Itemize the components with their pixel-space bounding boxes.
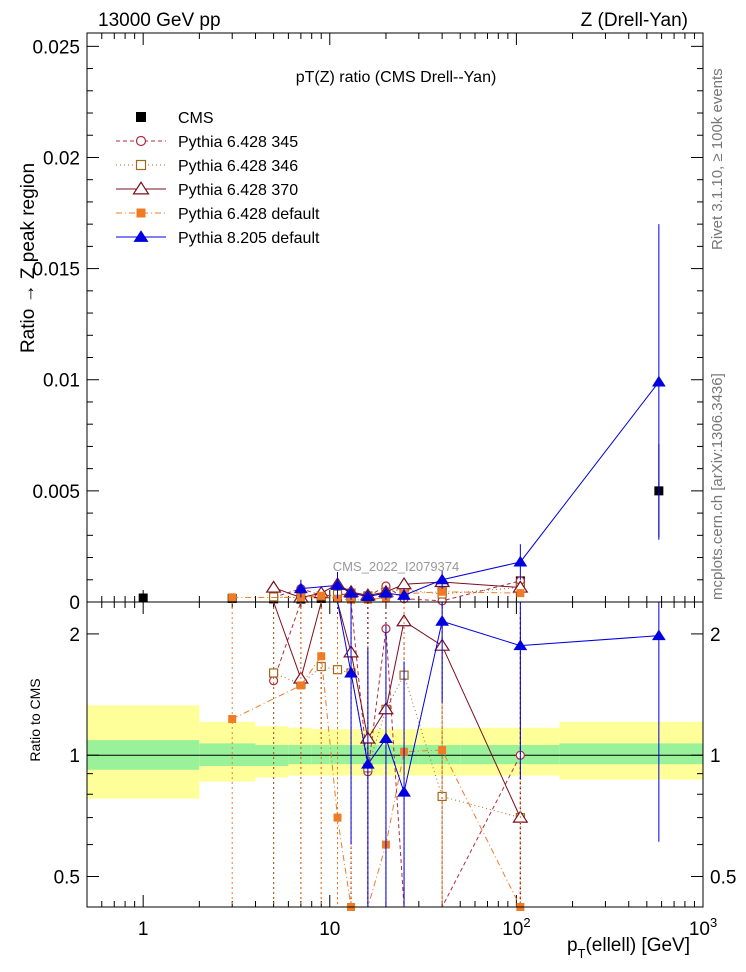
data-point	[330, 579, 345, 590]
legend-label: Pythia 6.428 345	[178, 134, 298, 151]
ratio-panel-frame	[86, 601, 704, 908]
ratio-point	[379, 732, 393, 744]
top-y-tick-label: 0.025	[32, 37, 80, 58]
chart-title: pT(Z) ratio (CMS Drell--Yan)	[296, 69, 497, 86]
legend-label: Pythia 8.205 default	[178, 230, 320, 247]
legend-marker	[136, 208, 146, 218]
data-point	[435, 573, 450, 585]
band-inner	[311, 745, 330, 765]
band-inner	[199, 743, 256, 767]
legend-entry: Pythia 8.205 default	[116, 230, 320, 247]
ratio-y-tick-label: 0.5	[54, 867, 80, 888]
legend-entry: Pythia 6.428 default	[116, 206, 320, 223]
mcplots-label: mcplots.cern.ch [arXiv:1306.3436]	[709, 373, 726, 600]
data-point	[396, 576, 413, 590]
legend-marker	[135, 159, 147, 171]
ratio-y-tick-label: 1	[69, 746, 80, 767]
data-point	[265, 580, 282, 593]
x-tick-label: 102	[502, 915, 530, 940]
series-2	[269, 582, 525, 603]
series-line	[273, 581, 521, 599]
band-inner	[329, 745, 345, 765]
ratio-y-tick-label-right: 1	[710, 746, 721, 767]
ratio-point	[296, 681, 305, 690]
ratio-y-tick-label-right: 2	[710, 625, 721, 646]
legend-marker	[133, 230, 149, 242]
band-inner	[418, 745, 461, 765]
series-0	[138, 444, 664, 604]
ratio-y-axis-label: Ratio to CMS	[27, 678, 43, 761]
data-point	[317, 591, 326, 600]
ratio-y-tick-label-right: 0.5	[710, 867, 736, 888]
data-point	[360, 590, 375, 601]
data-point	[513, 555, 528, 567]
ratio-line	[231, 654, 521, 908]
top-y-tick-label: 0.015	[32, 260, 80, 281]
legend-marker	[135, 135, 147, 147]
band-inner	[460, 745, 560, 765]
x-axis-label: pT(ellell) [GeV]	[567, 935, 690, 961]
x-tick-label: 103	[689, 915, 717, 940]
data-point	[516, 589, 525, 598]
ratio-point	[269, 668, 279, 678]
legend-entry: Pythia 6.428 370	[116, 181, 298, 199]
ratio-line	[273, 601, 521, 818]
legend: CMS Pythia 6.428 345 Pythia 6.428 346 Pythi…	[116, 110, 320, 247]
data-point	[294, 582, 308, 594]
ratio-point	[651, 629, 666, 641]
header-energy: 13000 GeV pp	[98, 10, 221, 31]
header-process: Z (Drell-Yan)	[581, 10, 688, 31]
top-y-tick-label: 0.02	[43, 148, 80, 169]
ratio-series-5	[300, 601, 666, 907]
ratio-point	[317, 652, 326, 661]
x-tick-label: 10	[319, 919, 340, 940]
data-point	[397, 589, 411, 600]
ratio-uncertainty-bands	[87, 705, 703, 799]
x-tick-label: 1	[138, 919, 149, 940]
top-y-tick-label: 0.01	[43, 371, 80, 392]
rivet-version-label: Rivet 3.1.10, ≥ 100k events	[709, 68, 726, 250]
series-line	[232, 591, 521, 601]
top-y-tick-label: 0	[69, 593, 80, 614]
legend-entry: CMS	[136, 110, 214, 127]
data-point	[344, 586, 358, 598]
legend-label: CMS	[178, 110, 214, 127]
ratio-point	[513, 639, 528, 651]
ratio-point	[438, 746, 447, 755]
ratio-point	[360, 757, 375, 769]
band-inner	[559, 743, 703, 765]
data-point	[651, 375, 666, 387]
data-point	[269, 592, 279, 602]
legend-entry: Pythia 6.428 345	[116, 134, 298, 151]
ratio-point	[396, 613, 413, 627]
legend-label: Pythia 6.428 370	[178, 182, 298, 199]
watermark: CMS_2022_I2079374	[333, 559, 460, 574]
ratio-point	[397, 785, 411, 797]
legend-entry: Pythia 6.428 346	[116, 158, 298, 175]
legend-marker	[136, 112, 146, 122]
series-5	[294, 224, 666, 602]
data-point	[138, 593, 148, 603]
legend-label: Pythia 6.428 346	[178, 158, 298, 175]
legend-marker	[132, 181, 150, 195]
top-y-tick-label: 0.005	[32, 482, 80, 503]
ratio-y-tick-label: 2	[69, 625, 80, 646]
ratio-point	[344, 666, 358, 678]
legend-label: Pythia 6.428 default	[178, 206, 320, 223]
ratio-panel-series	[228, 601, 666, 911]
band-inner	[357, 745, 378, 765]
band-inner	[288, 745, 312, 765]
ratio-point	[228, 714, 237, 723]
data-point	[228, 593, 237, 602]
data-point	[379, 586, 393, 598]
top-panel-series	[138, 224, 666, 606]
ratio-point	[333, 813, 342, 822]
ratio-point	[435, 615, 450, 626]
top-y-axis-label: Ratio → Z peak region	[18, 163, 39, 353]
data-point	[438, 587, 447, 596]
